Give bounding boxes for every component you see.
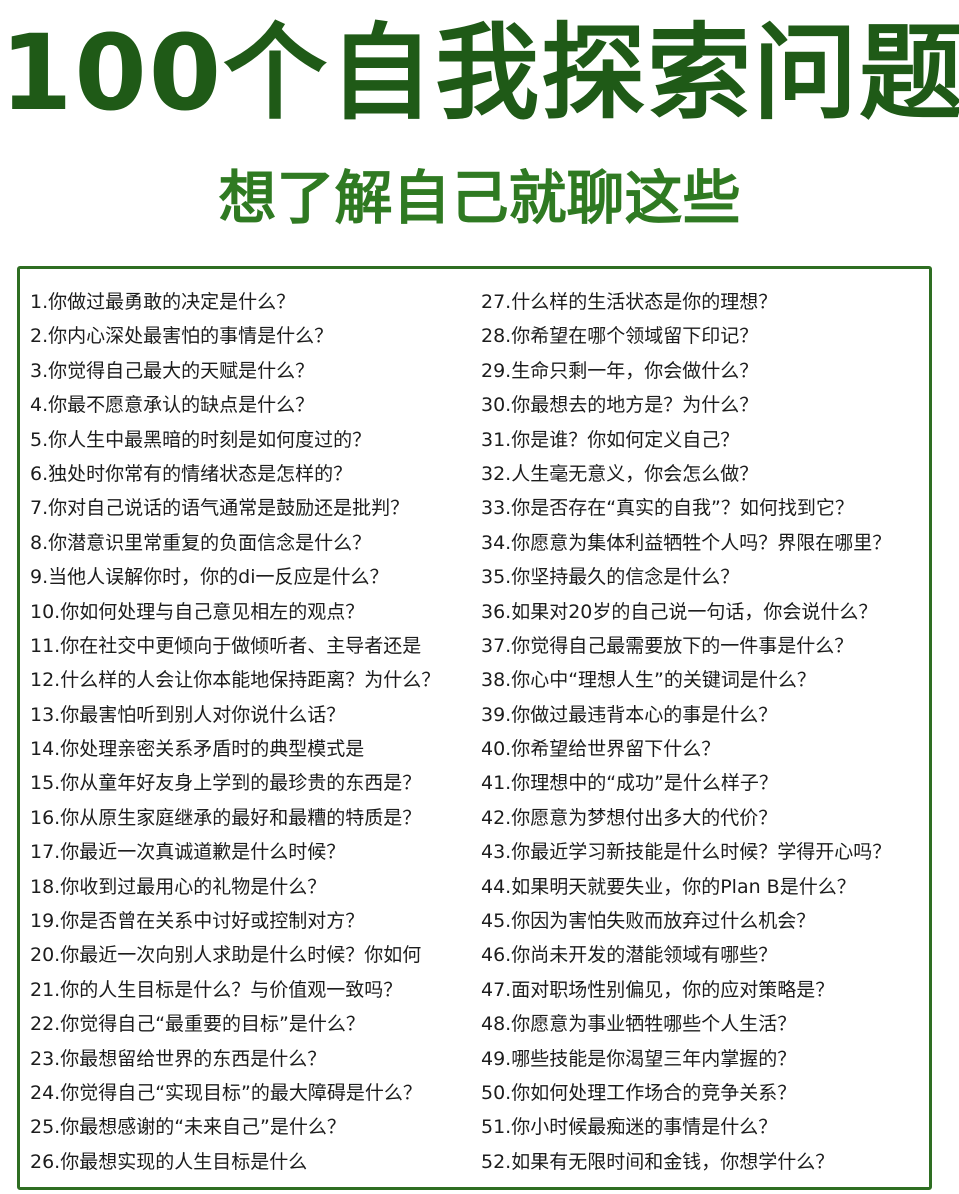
question-item: 28.你希望在哪个领域留下印记？ (481, 325, 759, 348)
question-item: 6.独处时你常有的情绪状态是怎样的？ (30, 462, 353, 485)
question-item: 9.当他人误解你时，你的di一反应是什么？ (30, 566, 389, 589)
question-item: 30.你最想去的地方是？为什么？ (481, 394, 759, 417)
question-item: 11.你在社交中更倾向于做倾听者、主导者还是 (30, 634, 422, 657)
question-item: 25.你最想感谢的“未来自己”是什么？ (30, 1116, 346, 1139)
question-item: 24.你觉得自己“实现目标”的最大障碍是什么？ (30, 1081, 422, 1104)
question-item: 48.你愿意为事业牺牲哪些个人生活？ (481, 1013, 797, 1036)
question-item: 34.你愿意为集体利益牺牲个人吗？界限在哪里？ (481, 531, 892, 554)
question-item: 50.你如何处理工作场合的竞争关系？ (481, 1081, 797, 1104)
question-item: 14.你处理亲密关系矛盾时的典型模式是 (30, 738, 365, 761)
question-item: 38.你心中“理想人生”的关键词是什么？ (481, 669, 816, 692)
question-item: 41.你理想中的“成功”是什么样子？ (481, 772, 778, 795)
question-item: 26.你最想实现的人生目标是什么 (30, 1150, 308, 1173)
question-item: 8.你潜意识里常重复的负面信念是什么？ (30, 531, 372, 554)
question-item: 37.你觉得自己最需要放下的一件事是什么？ (481, 634, 854, 657)
questions-panel: 1.你做过最勇敢的决定是什么？ 2.你内心深处最害怕的事情是什么？ 3.你觉得自己最… (17, 266, 932, 1190)
question-item: 32.人生毫无意义，你会怎么做？ (481, 462, 759, 485)
question-item: 2.你内心深处最害怕的事情是什么？ (30, 325, 334, 348)
question-item: 43.你最近学习新技能是什么时候？学得开心吗？ (481, 841, 892, 864)
question-item: 46.你尚未开发的潜能领域有哪些？ (481, 944, 778, 967)
question-item: 13.你最害怕听到别人对你说什么话？ (30, 703, 346, 726)
question-item: 21.你的人生目标是什么？与价值观一致吗？ (30, 978, 403, 1001)
question-item: 10.你如何处理与自己意见相左的观点？ (30, 600, 365, 623)
question-item: 47.面对职场性别偏见，你的应对策略是？ (481, 978, 835, 1001)
question-item: 20.你最近一次向别人求助是什么时候？你如何 (30, 944, 422, 967)
question-item: 42.你愿意为梦想付出多大的代价？ (481, 806, 778, 829)
questions-left-column: 1.你做过最勇敢的决定是什么？ 2.你内心深处最害怕的事情是什么？ 3.你觉得自己最… (30, 285, 466, 1179)
question-item: 31.你是谁？你如何定义自己？ (481, 428, 740, 451)
question-item: 44.如果明天就要失业，你的Plan B是什么？ (481, 875, 856, 898)
question-item: 36.如果对20岁的自己说一句话，你会说什么？ (481, 600, 878, 623)
question-item: 51.你小时候最痴迷的事情是什么？ (481, 1116, 778, 1139)
question-item: 18.你收到过最用心的礼物是什么？ (30, 875, 327, 898)
question-item: 17.你最近一次真诚道歉是什么时候？ (30, 841, 346, 864)
question-item: 1.你做过最勇敢的决定是什么？ (30, 291, 296, 313)
question-item: 27.什么样的生活状态是你的理想？ (481, 291, 778, 313)
question-item: 16.你从原生家庭继承的最好和最糟的特质是？ (30, 806, 422, 829)
question-item: 7.你对自己说话的语气通常是鼓励还是批判？ (30, 497, 410, 520)
question-item: 15.你从童年好友身上学到的最珍贵的东西是？ (30, 772, 422, 795)
question-item: 4.你最不愿意承认的缺点是什么？ (30, 394, 315, 417)
question-item: 3.你觉得自己最大的天赋是什么？ (30, 359, 315, 382)
question-item: 49.哪些技能是你渴望三年内掌握的？ (481, 1047, 797, 1070)
page-subtitle: 想了解自己就聊这些 (218, 164, 741, 232)
question-item: 39.你做过最违背本心的事是什么？ (481, 703, 778, 726)
question-item: 45.你因为害怕失败而放弃过什么机会？ (481, 910, 816, 933)
page-title: 100个自我探索问题 (0, 12, 959, 134)
question-item: 23.你最想留给世界的东西是什么？ (30, 1047, 327, 1070)
question-item: 40.你希望给世界留下什么？ (481, 738, 721, 761)
question-item: 22.你觉得自己“最重要的目标”是什么？ (30, 1013, 365, 1036)
question-item: 12.什么样的人会让你本能地保持距离？为什么？ (30, 669, 441, 692)
question-item: 29.生命只剩一年，你会做什么？ (481, 359, 759, 382)
question-item: 19.你是否曾在关系中讨好或控制对方？ (30, 910, 365, 933)
questions-right-column: 27.什么样的生活状态是你的理想？ 28.你希望在哪个领域留下印记？ 29.生命只剩… (481, 285, 921, 1179)
question-item: 33.你是否存在“真实的自我”？如何找到它？ (481, 497, 854, 520)
question-item: 5.你人生中最黑暗的时刻是如何度过的？ (30, 428, 372, 451)
question-item: 52.如果有无限时间和金钱，你想学什么？ (481, 1150, 835, 1173)
question-item: 35.你坚持最久的信念是什么？ (481, 566, 740, 589)
